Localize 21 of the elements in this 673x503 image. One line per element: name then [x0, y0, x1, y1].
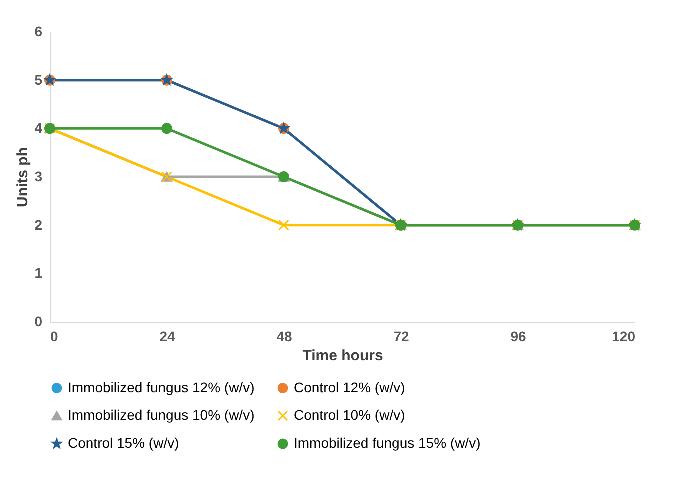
legend-label: Control 10% (w/v): [294, 407, 406, 423]
y-tick-label: 3: [34, 168, 43, 184]
legend-label: Control 15% (w/v): [68, 435, 180, 451]
x-tick-label: 48: [276, 328, 292, 344]
legend-label: Control 12% (w/v): [294, 379, 406, 396]
x-tick-label: 96: [510, 328, 526, 344]
y-axis-title: Units ph: [14, 148, 32, 208]
x-tick-label: 72: [394, 328, 410, 344]
y-tick-label: 6: [34, 24, 43, 40]
x-axis-title: Time hours: [302, 348, 384, 364]
y-tick-label: 4: [34, 120, 43, 136]
y-tick-label: 0: [34, 314, 43, 330]
y-tick-label: 1: [34, 265, 43, 282]
x-tick-label: 0: [50, 328, 58, 344]
y-tick-label: 5: [34, 72, 43, 88]
y-tick-label: 2: [34, 216, 43, 233]
legend-label: Immobilized fungus 10% (w/v): [68, 407, 255, 423]
x-tick-label: 120: [612, 328, 636, 344]
legend-label: Immobilized fungus 15% (w/v): [294, 435, 481, 451]
legend-label: Immobilized fungus 12% (w/v): [68, 379, 255, 396]
x-tick-label: 24: [160, 328, 176, 344]
